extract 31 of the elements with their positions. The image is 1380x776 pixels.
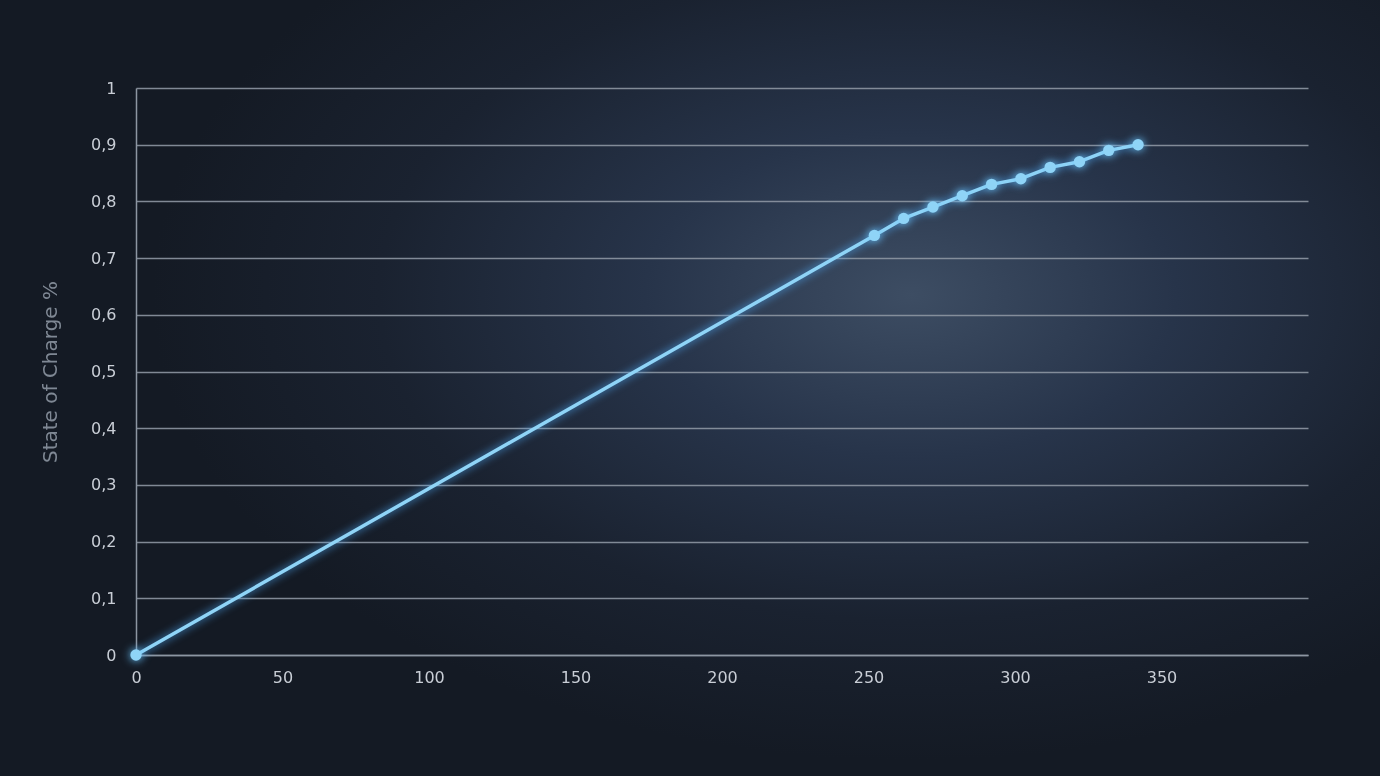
point [897,212,910,225]
y-tick-label: 0,4 [91,418,117,438]
y-tick-label: 0,6 [91,305,117,325]
x-tick-label: 50 [272,667,294,687]
y-tick-label: 0,7 [91,248,117,268]
point [1132,139,1144,151]
x-tick-label: 100 [414,667,445,687]
y-tick-label: 0,8 [91,191,117,211]
y-tick-label: 0,9 [91,135,117,155]
point [1044,161,1056,174]
y-tick-label: 0 [106,645,117,665]
y-tick-label: 1 [106,78,117,98]
point [956,190,968,202]
point [1073,156,1086,168]
x-tick-label: 200 [707,667,738,687]
point [1015,173,1027,185]
point [130,649,142,661]
y-tick-label: 0,1 [91,588,117,608]
y-tick-label: 0,3 [91,475,117,495]
point [868,229,881,242]
y-tick-label: 0,5 [91,362,117,381]
y-axis-title: State of Charge % [38,280,63,464]
point [1103,144,1115,157]
x-tick-label: 250 [853,667,885,687]
y-tick-label: 0,2 [91,532,117,552]
x-tick-label: 0 [131,667,142,687]
x-tick-label: 350 [1146,667,1178,687]
x-tick-label: 150 [560,667,592,687]
point [927,201,939,213]
x-tick-label: 300 [1000,667,1031,687]
point [985,178,998,191]
